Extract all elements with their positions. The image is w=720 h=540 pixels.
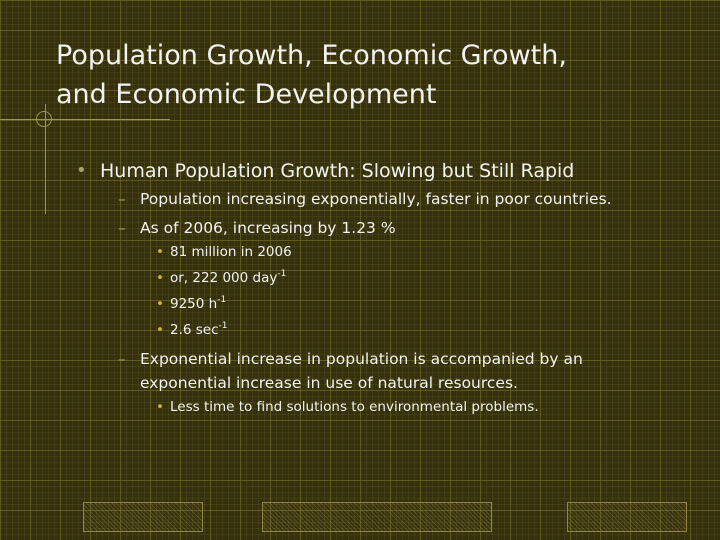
sub-bullet-list: Population increasing exponentially, fas…	[100, 187, 696, 416]
detail-text: or, 222 000 day	[170, 270, 278, 286]
bullet-list: Human Population Growth: Slowing but Sti…	[76, 157, 696, 424]
bullet-heading: Human Population Growth: Slowing but Sti…	[100, 160, 575, 182]
slide-title: Population Growth, Economic Growth, and …	[56, 36, 696, 114]
sub-bullet-text: As of 2006, increasing by 1.23 %	[140, 219, 396, 237]
detail-text: 2.6 sec	[170, 322, 219, 338]
decorative-box	[83, 502, 203, 532]
decorative-line	[45, 104, 46, 214]
detail-text: 81 million in 2006	[170, 244, 292, 260]
detail-item: 2.6 sec-1	[150, 321, 696, 339]
detail-item: 9250 h-1	[150, 295, 696, 313]
detail-item: Less time to find solutions to environme…	[150, 398, 696, 416]
exponent: -1	[277, 269, 287, 279]
title-line: Population Growth, Economic Growth,	[56, 40, 567, 71]
sub-bullet-text: Exponential increase in population is ac…	[140, 350, 583, 368]
detail-text: Less time to find solutions to environme…	[170, 399, 539, 415]
sub-bullet-item: As of 2006, increasing by 1.23 % 81 mill…	[106, 216, 696, 339]
sub-bullet-text: Population increasing exponentially, fas…	[140, 190, 612, 208]
sub-bullet-item: Population increasing exponentially, fas…	[106, 187, 696, 211]
decorative-box	[262, 502, 492, 532]
sub-bullet-item: Exponential increase in population is ac…	[106, 347, 696, 416]
detail-text: 9250 h	[170, 296, 218, 312]
decorative-circle-icon	[36, 111, 52, 127]
bullet-item: Human Population Growth: Slowing but Sti…	[76, 157, 696, 416]
title-line: and Economic Development	[56, 79, 437, 110]
detail-item: or, 222 000 day-1	[150, 269, 696, 287]
detail-list: Less time to find solutions to environme…	[140, 398, 696, 416]
decorative-line	[0, 119, 170, 120]
detail-item: 81 million in 2006	[150, 243, 696, 261]
exponent: -1	[217, 295, 227, 305]
decorative-box	[567, 502, 687, 532]
sub-bullet-text: exponential increase in use of natural r…	[140, 374, 518, 392]
exponent: -1	[218, 321, 228, 331]
detail-list: 81 million in 2006 or, 222 000 day-1 925…	[140, 243, 696, 339]
